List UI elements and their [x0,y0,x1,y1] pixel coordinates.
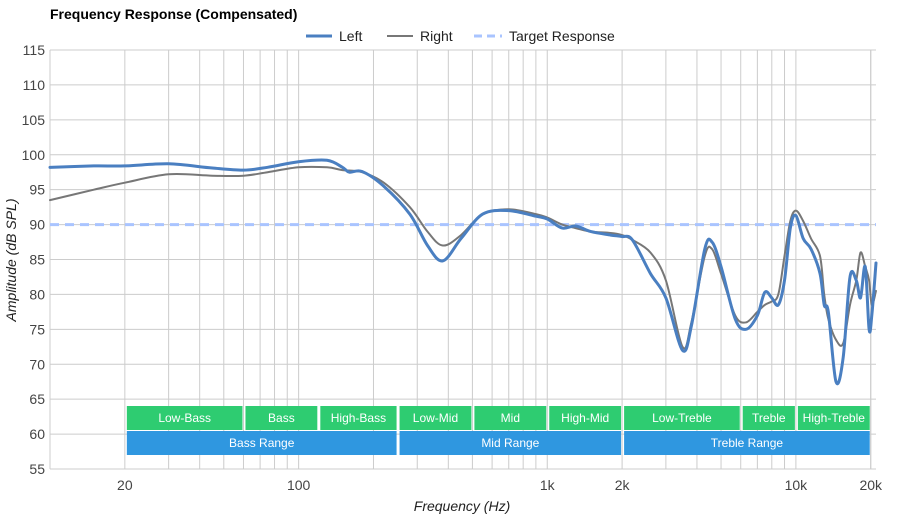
band-mid: Mid [474,406,547,430]
y-tick-label: 80 [29,286,45,302]
band-label: Bass Range [229,436,295,450]
band-rect [320,406,397,430]
band-bass: Bass [245,406,318,430]
band-rect [474,406,547,430]
x-tick-label: 20 [117,477,133,493]
band-rect [399,406,472,430]
y-tick-label: 115 [23,42,46,58]
band-rect [399,431,622,455]
y-tick-label: 65 [29,391,45,407]
legend-item-target-response: Target Response [474,28,615,44]
y-axis-label: Amplitude (dB SPL) [3,199,19,323]
legend-label: Target Response [509,28,615,44]
x-tick-label: 20k [859,477,883,493]
grid [49,49,876,470]
band-label: Bass [268,411,295,425]
y-tick-label: 55 [29,461,45,477]
legend-item-right: Right [387,28,453,44]
y-axis-ticks: 55 60 65 70 75 80 85 90 95 100 105 110 115 [22,42,46,477]
band-mid-range: Mid Range [399,431,622,455]
band-high-bass: High-Bass [320,406,397,430]
band-rect [549,406,622,430]
y-tick-label: 110 [23,77,46,93]
band-rect [624,431,870,455]
band-rect [126,406,243,430]
y-tick-label: 70 [29,356,45,372]
band-low-mid: Low-Mid [399,406,472,430]
y-tick-label: 85 [29,252,45,268]
y-tick-label: 75 [29,321,45,337]
y-tick-label: 105 [22,112,46,128]
legend: Left Right Target Response [306,28,615,44]
band-label: Mid [501,411,520,425]
legend-label: Left [339,28,362,44]
legend-label: Right [420,28,453,44]
x-axis-ticks: 20 100 1k 2k 10k 20k [117,477,883,493]
y-tick-label: 60 [29,426,45,442]
band-label: Low-Bass [158,411,211,425]
x-tick-label: 10k [785,477,809,493]
y-tick-label: 90 [29,217,45,233]
x-tick-label: 2k [615,477,631,493]
band-rect [624,406,740,430]
band-high-mid: High-Mid [549,406,622,430]
x-axis-label: Frequency (Hz) [414,498,510,514]
band-low-bass: Low-Bass [126,406,243,430]
band-label: Mid Range [481,436,539,450]
x-tick-label: 100 [287,477,311,493]
frequency-bands: Low-Bass Bass High-Bass Low-Mid Mid High-Mid L… [126,406,870,455]
band-rect [797,406,870,430]
band-rect [126,431,397,455]
band-rect [742,406,795,430]
band-label: High-Mid [561,411,609,425]
y-tick-label: 100 [22,147,46,163]
band-treble-range: Treble Range [624,431,870,455]
series-lines [48,158,878,386]
x-tick-label: 1k [540,477,556,493]
band-low-treble: Low-Treble [624,406,740,430]
band-label: High-Treble [803,411,866,425]
chart-title: Frequency Response (Compensated) [50,6,297,22]
band-label: Low-Treble [652,411,712,425]
band-label: Treble [752,411,786,425]
legend-item-left: Left [306,28,362,44]
y-tick-label: 95 [29,182,45,198]
band-label: Treble Range [711,436,784,450]
series-line-right [49,165,877,350]
band-high-treble: High-Treble [797,406,870,430]
band-label: High-Bass [331,411,386,425]
band-treble: Treble [742,406,795,430]
series-line-left [48,158,878,386]
band-rect [245,406,318,430]
band-bass-range: Bass Range [126,431,397,455]
band-label: Low-Mid [413,411,458,425]
